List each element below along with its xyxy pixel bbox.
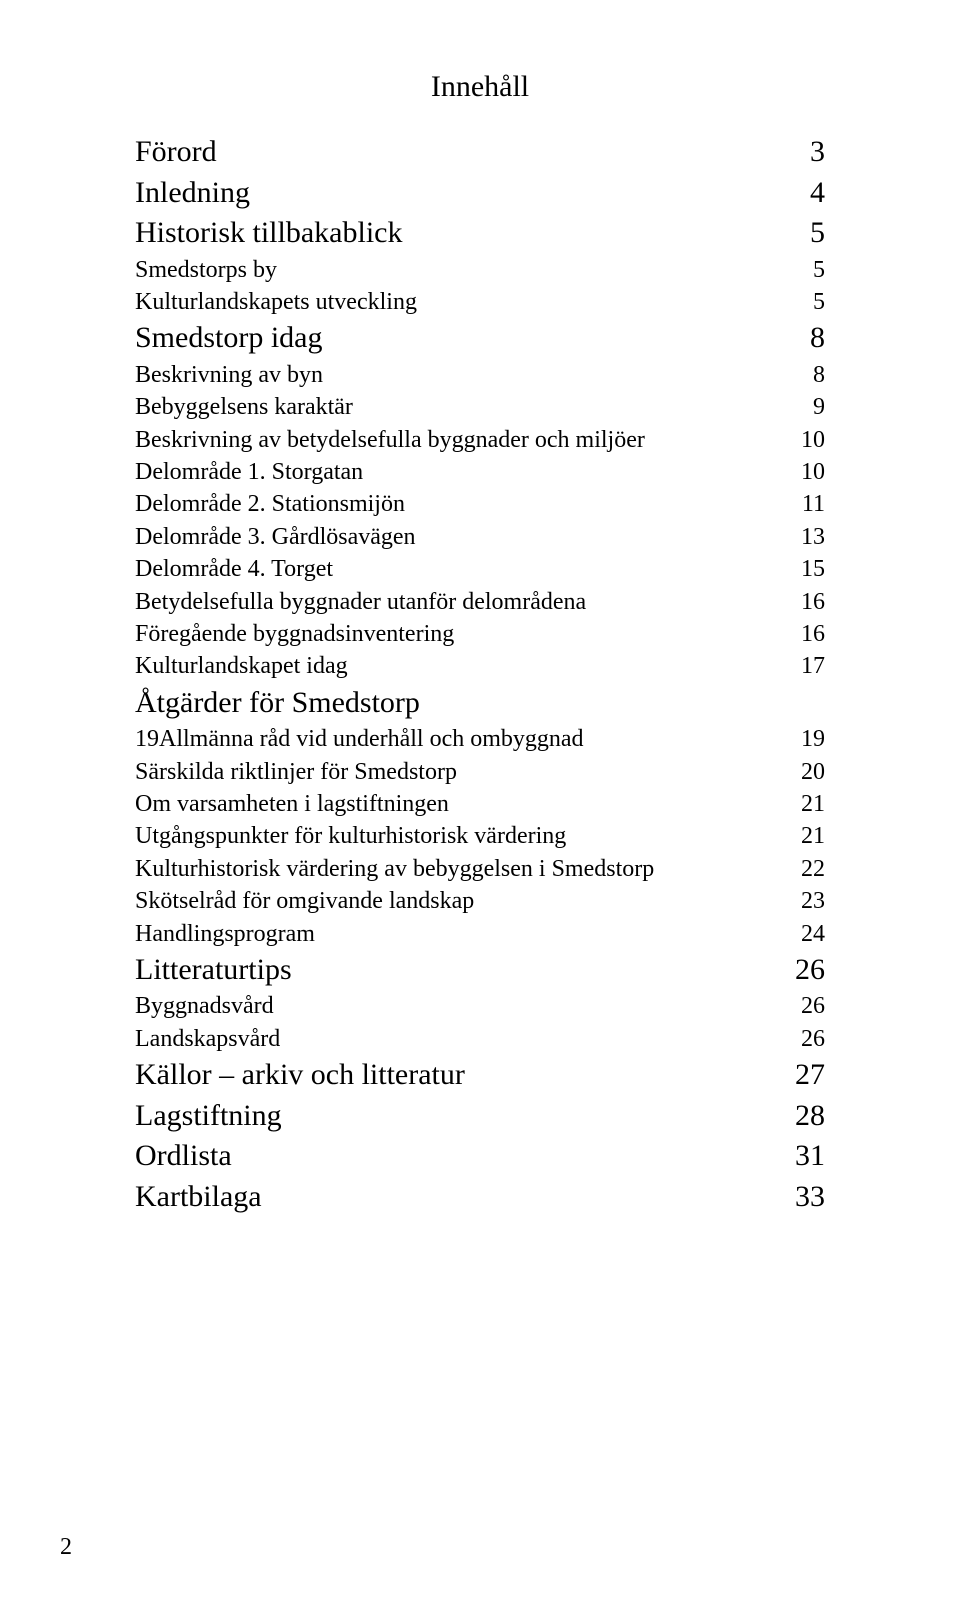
- toc-row: Litteraturtips 26: [135, 950, 825, 991]
- toc-label: Kulturhistorisk värdering av bebyggelsen…: [135, 853, 654, 885]
- toc-label: Delområde 1. Storgatan: [135, 456, 363, 488]
- toc-row: Åtgärder för Smedstorp: [135, 683, 825, 724]
- toc-label: Skötselråd för omgivande landskap: [135, 885, 474, 917]
- toc-title: Innehåll: [135, 70, 825, 104]
- toc-pagenum: 23: [801, 885, 825, 917]
- toc-row: Smedstorps by 5: [135, 254, 825, 286]
- toc-pagenum: 26: [795, 950, 825, 991]
- toc-row: Förord 3: [135, 132, 825, 173]
- toc-row: Delområde 3. Gårdlösavägen 13: [135, 521, 825, 553]
- toc-label: Lagstiftning: [135, 1096, 282, 1137]
- toc-label: Särskilda riktlinjer för Smedstorp: [135, 756, 457, 788]
- toc-pagenum: 8: [810, 318, 825, 359]
- toc-label: Handlingsprogram: [135, 918, 315, 950]
- toc-label: Källor – arkiv och litteratur: [135, 1055, 465, 1096]
- toc-label: Smedstorp idag: [135, 318, 323, 359]
- toc-pagenum: 5: [810, 213, 825, 254]
- toc-pagenum: 8: [813, 359, 825, 391]
- toc-pagenum: 28: [795, 1096, 825, 1137]
- toc-pagenum: 10: [801, 424, 825, 456]
- toc-pagenum: 13: [801, 521, 825, 553]
- toc-row: Utgångspunkter för kulturhistorisk värde…: [135, 820, 825, 852]
- toc-pagenum: 9: [813, 391, 825, 423]
- toc-pagenum: 5: [813, 254, 825, 286]
- toc-row: Byggnadsvård 26: [135, 990, 825, 1022]
- toc-pagenum: 10: [801, 456, 825, 488]
- toc-pagenum: 22: [801, 853, 825, 885]
- toc-row: Kulturlandskapets utveckling 5: [135, 286, 825, 318]
- toc-label: Om varsamheten i lagstiftningen: [135, 788, 449, 820]
- toc-pagenum: 33: [795, 1177, 825, 1218]
- toc-row: Källor – arkiv och litteratur 27: [135, 1055, 825, 1096]
- toc-row: Landskapsvård 26: [135, 1023, 825, 1055]
- toc-pagenum: 5: [813, 286, 825, 318]
- toc-pagenum: 21: [801, 788, 825, 820]
- toc-row: Betydelsefulla byggnader utanför delområ…: [135, 586, 825, 618]
- toc-label: Bebyggelsens karaktär: [135, 391, 353, 423]
- toc-label: Förord: [135, 132, 217, 173]
- toc-row: Skötselråd för omgivande landskap 23: [135, 885, 825, 917]
- toc-pagenum: 15: [801, 553, 825, 585]
- toc-pagenum: 16: [801, 618, 825, 650]
- toc-label: Kartbilaga: [135, 1177, 262, 1218]
- toc-pagenum: 26: [801, 1023, 825, 1055]
- toc-row: Delområde 1. Storgatan 10: [135, 456, 825, 488]
- toc-list: Förord3Inledning4Historisk tillbakablick…: [135, 132, 825, 1217]
- toc-label: Beskrivning av byn: [135, 359, 323, 391]
- toc-pagenum: 16: [801, 586, 825, 618]
- toc-label: Betydelsefulla byggnader utanför delområ…: [135, 586, 586, 618]
- toc-pagenum: 31: [795, 1136, 825, 1177]
- toc-row: Beskrivning av byn 8: [135, 359, 825, 391]
- toc-label: Delområde 3. Gårdlösavägen: [135, 521, 416, 553]
- toc-pagenum: 26: [801, 990, 825, 1022]
- page-number: 2: [60, 1534, 72, 1561]
- toc-label: Litteraturtips: [135, 950, 292, 991]
- toc-row: Kulturlandskapet idag 17: [135, 650, 825, 682]
- toc-row: Ordlista 31: [135, 1136, 825, 1177]
- toc-label: Delområde 4. Torget: [135, 553, 333, 585]
- toc-label: Beskrivning av betydelsefulla byggnader …: [135, 424, 645, 456]
- toc-label: Föregående byggnadsinventering: [135, 618, 454, 650]
- toc-pagenum: 27: [795, 1055, 825, 1096]
- toc-row: Inledning 4: [135, 173, 825, 214]
- toc-pagenum: 24: [801, 918, 825, 950]
- toc-row: Kulturhistorisk värdering av bebyggelsen…: [135, 853, 825, 885]
- toc-pagenum: 4: [810, 173, 825, 214]
- toc-row: 19Allmänna råd vid underhåll och ombyggn…: [135, 723, 825, 755]
- toc-pagenum: 21: [801, 820, 825, 852]
- toc-label: Delområde 2. Stationsmijön: [135, 488, 405, 520]
- toc-pagenum: 11: [802, 488, 825, 520]
- toc-row: Särskilda riktlinjer för Smedstorp 20: [135, 756, 825, 788]
- toc-row: Handlingsprogram 24: [135, 918, 825, 950]
- toc-row: Lagstiftning 28: [135, 1096, 825, 1137]
- toc-label: Ordlista: [135, 1136, 232, 1177]
- toc-pagenum: 20: [801, 756, 825, 788]
- toc-row: Kartbilaga 33: [135, 1177, 825, 1218]
- toc-label: Åtgärder för Smedstorp: [135, 683, 420, 724]
- toc-row: Bebyggelsens karaktär 9: [135, 391, 825, 423]
- toc-row: Delområde 4. Torget 15: [135, 553, 825, 585]
- toc-label: Historisk tillbakablick: [135, 213, 402, 254]
- toc-pagenum: 19: [801, 723, 825, 755]
- toc-label: Byggnadsvård: [135, 990, 274, 1022]
- toc-row: Smedstorp idag 8: [135, 318, 825, 359]
- toc-pagenum: 17: [801, 650, 825, 682]
- toc-label: Landskapsvård: [135, 1023, 280, 1055]
- toc-label: Inledning: [135, 173, 250, 214]
- toc-pagenum: 3: [810, 132, 825, 173]
- toc-row: Föregående byggnadsinventering 16: [135, 618, 825, 650]
- toc-row: Om varsamheten i lagstiftningen 21: [135, 788, 825, 820]
- toc-page: Innehåll Förord3Inledning4Historisk till…: [0, 0, 960, 1621]
- toc-label: Kulturlandskapets utveckling: [135, 286, 417, 318]
- toc-row: Delområde 2. Stationsmijön 11: [135, 488, 825, 520]
- toc-row: Beskrivning av betydelsefulla byggnader …: [135, 424, 825, 456]
- toc-label: Utgångspunkter för kulturhistorisk värde…: [135, 820, 566, 852]
- toc-row: Historisk tillbakablick 5: [135, 213, 825, 254]
- toc-label: Smedstorps by: [135, 254, 277, 286]
- toc-label: 19Allmänna råd vid underhåll och ombyggn…: [135, 723, 584, 755]
- toc-label: Kulturlandskapet idag: [135, 650, 348, 682]
